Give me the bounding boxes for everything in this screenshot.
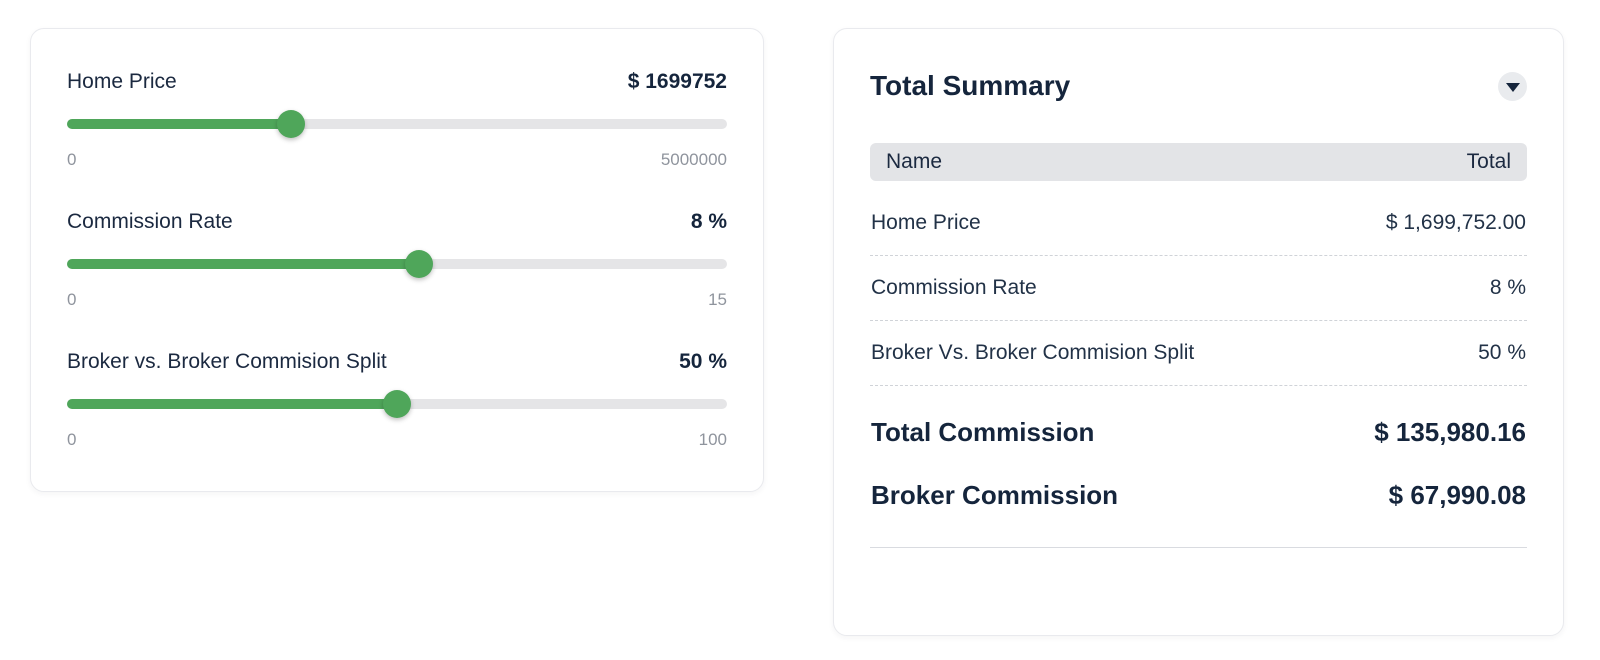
summary-row-home-price: Home Price $ 1,699,752.00 (870, 181, 1527, 256)
range-min-label: 0 (67, 150, 77, 169)
summary-titlebar: Total Summary (870, 69, 1527, 103)
collapse-summary-button[interactable] (1498, 71, 1527, 101)
slider-head: Home Price $ 1699752 (67, 69, 727, 95)
broker-commission-row: Broker Commission $ 67,990.08 (870, 462, 1527, 525)
row-name: Home Price (871, 211, 981, 234)
commission-calculator-card: Home Price $ 1699752 0 5000000 Commissio… (30, 28, 764, 492)
range-max-label: 15 (708, 290, 727, 309)
total-value: $ 135,980.16 (1374, 417, 1526, 447)
range-max-label: 100 (698, 430, 727, 449)
home-price-slider[interactable] (67, 110, 727, 138)
broker-split-slider-group: Broker vs. Broker Commision Split 50 % 0… (67, 349, 727, 451)
total-summary-card: Total Summary Name Total Home Price $ 1,… (833, 28, 1564, 636)
home-price-value: $ 1699752 (627, 70, 727, 93)
slider-range-labels: 0 15 (67, 289, 727, 311)
summary-bottom-divider (870, 547, 1527, 548)
chevron-down-icon (1505, 82, 1520, 92)
total-commission-row: Total Commission $ 135,980.16 (870, 386, 1527, 462)
header-name-column: Name (886, 150, 943, 173)
home-price-slider-group: Home Price $ 1699752 0 5000000 (67, 69, 727, 171)
broker-split-value: 50 % (679, 350, 727, 373)
slider-range-labels: 0 5000000 (67, 149, 727, 171)
slider-head: Commission Rate 8 % (67, 209, 727, 235)
slider-head: Broker vs. Broker Commision Split 50 % (67, 349, 727, 375)
slider-fill (67, 119, 292, 129)
row-total: 8 % (1489, 276, 1526, 299)
total-name: Broker Commission (871, 480, 1119, 510)
range-min-label: 0 (67, 290, 77, 309)
broker-split-slider[interactable] (67, 390, 727, 418)
row-total: 50 % (1478, 341, 1526, 364)
slider-fill (67, 399, 397, 409)
commission-rate-label: Commission Rate (67, 210, 233, 233)
summary-title: Total Summary (870, 70, 1071, 101)
slider-thumb[interactable] (383, 390, 411, 418)
slider-thumb[interactable] (277, 110, 306, 138)
home-price-label: Home Price (67, 70, 177, 93)
commission-rate-value: 8 % (690, 210, 727, 233)
total-name: Total Commission (871, 417, 1095, 447)
broker-split-label: Broker vs. Broker Commision Split (67, 350, 387, 373)
header-total-column: Total (1466, 150, 1511, 173)
row-name: Commission Rate (871, 276, 1037, 299)
summary-row-broker-split: Broker Vs. Broker Commision Split 50 % (870, 321, 1527, 386)
row-total: $ 1,699,752.00 (1385, 211, 1526, 234)
commission-rate-slider[interactable] (67, 250, 727, 278)
row-name: Broker Vs. Broker Commision Split (871, 341, 1195, 364)
range-max-label: 5000000 (660, 150, 727, 169)
slider-fill (67, 259, 419, 269)
slider-range-labels: 0 100 (67, 429, 727, 451)
summary-row-commission-rate: Commission Rate 8 % (870, 256, 1527, 321)
summary-table-header: Name Total (870, 143, 1527, 181)
slider-thumb[interactable] (404, 250, 433, 278)
range-min-label: 0 (67, 430, 77, 449)
commission-rate-slider-group: Commission Rate 8 % 0 15 (67, 209, 727, 311)
total-value: $ 67,990.08 (1388, 480, 1526, 510)
